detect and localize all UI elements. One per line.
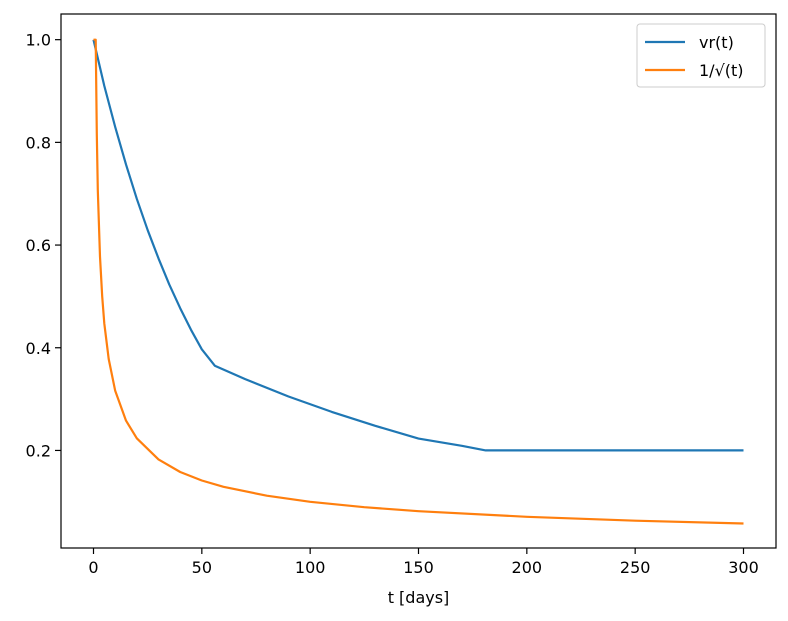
- y-tick-label: 0.4: [26, 339, 51, 358]
- x-tick-label: 250: [620, 558, 651, 577]
- y-tick-label: 0.6: [26, 236, 51, 255]
- x-tick-label: 300: [728, 558, 759, 577]
- legend: vr(t) 1/√(t): [636, 23, 766, 88]
- x-axis-label: t [days]: [388, 588, 450, 607]
- x-tick-label: 200: [512, 558, 543, 577]
- series-line-0: [92, 39, 744, 452]
- x-axis: 0 50 100 150 200 250 300: [88, 548, 759, 577]
- x-tick-label: 0: [88, 558, 98, 577]
- x-tick-label: 100: [295, 558, 326, 577]
- legend-label-inv-sqrt: 1/√(t): [699, 61, 744, 80]
- series-layer: [92, 38, 744, 525]
- y-tick-label: 0.2: [26, 441, 51, 460]
- x-tick-label: 50: [192, 558, 212, 577]
- y-axis: 0.2 0.4 0.6 0.8 1.0: [26, 31, 61, 460]
- legend-box: [636, 23, 766, 88]
- y-tick-label: 0.8: [26, 133, 51, 152]
- legend-label-vr: vr(t): [699, 33, 734, 52]
- series-line-1: [93, 38, 744, 525]
- x-tick-label: 150: [403, 558, 434, 577]
- y-tick-label: 1.0: [26, 31, 51, 50]
